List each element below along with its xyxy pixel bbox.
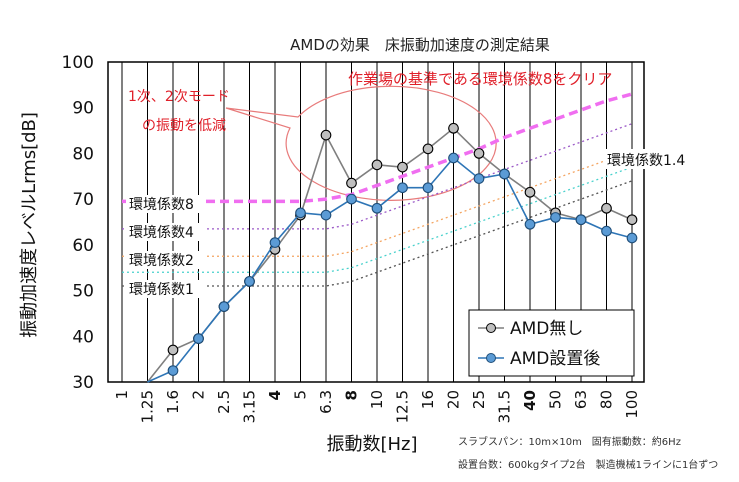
x-tick-label-100: 100 (623, 390, 641, 419)
series-1-point-80 (601, 225, 612, 237)
x-tick-label-2: 2 (190, 390, 208, 400)
series-1-point-10 (371, 202, 383, 214)
series-0-point-1.6 (167, 344, 179, 356)
y-tick-label-50: 50 (72, 282, 94, 302)
x-tick-label-63: 63 (572, 390, 590, 409)
red-annotation-line2: の振動を低減 (142, 117, 226, 134)
legend-marker-amd-off (486, 323, 496, 333)
reference-lines (122, 92, 633, 287)
x-tick-label-16: 16 (419, 390, 437, 409)
x-tick-label-3.15: 3.15 (241, 390, 259, 423)
legend-box (468, 309, 635, 377)
x-tick-label-1.6: 1.6 (164, 390, 182, 414)
y-tick-label-80: 80 (72, 144, 94, 164)
y-ticks: 30 40 50 60 70 80 90 100 (62, 53, 94, 393)
pink-annotation: 作業場の基準である環境係数8をクリア (348, 70, 612, 88)
y-axis-label: 振動加速度レベルLrms[dB] (19, 112, 40, 338)
data-series (146, 122, 638, 383)
reference-line-1 (122, 123, 633, 230)
y-tick-label-100: 100 (62, 53, 94, 73)
y-tick-label-40: 40 (72, 327, 94, 347)
series-0-point-100 (626, 214, 638, 226)
info-note-span: スラブスパン：10m×10m 固有振動数：約6Hz (458, 435, 681, 448)
env4-label-bg (126, 223, 206, 241)
legend: AMD無し AMD設置後 (468, 309, 635, 377)
series-1-point-20 (448, 152, 459, 164)
y-tick-label-30: 30 (72, 373, 94, 393)
series-0-point-40 (524, 186, 536, 198)
x-tick-label-31.5: 31.5 (496, 390, 514, 423)
y-tick-label-70: 70 (72, 190, 94, 210)
reference-line-2 (122, 150, 633, 257)
series-0-point-16 (422, 143, 434, 155)
env-label-1: 環境係数1 (129, 282, 194, 298)
legend-label-amd-on: AMD設置後 (510, 349, 600, 369)
env-label-8: 環境係数8 (129, 197, 194, 213)
x-tick-label-80: 80 (598, 390, 616, 409)
series-1-point-5 (295, 207, 306, 219)
x-ticks: 1 1.25 1.6 2 2.5 3.15 4 5 6.3 8 10 12.5 16 20 25 31.5 40… (113, 390, 641, 423)
env14-label-bg (604, 149, 702, 169)
env8-label-bg (126, 195, 206, 213)
series-1-point-8 (346, 193, 357, 205)
x-tick-label-4: 4 (266, 390, 284, 400)
series-1-point-40 (524, 218, 536, 230)
chart-title: AMDの効果 床振動加速度の測定結果 (290, 36, 550, 54)
x-tick-label-10: 10 (368, 390, 386, 409)
x-tick-label-20: 20 (445, 390, 463, 409)
y-tick-label-60: 60 (72, 236, 94, 256)
series-0-point-8 (346, 177, 357, 189)
series-1-point-100 (626, 232, 638, 244)
series-1-point-4 (269, 237, 281, 248)
info-note-count: 設置台数：600kgタイプ2台 製造機械1ラインに1台ずつ (458, 458, 718, 471)
series-1-point-1.6 (167, 365, 179, 376)
series-0-point-12.5 (397, 161, 408, 173)
x-tick-label-25: 25 (470, 390, 488, 409)
series-1-point-2.5 (218, 301, 230, 312)
x-tick-label-5: 5 (292, 390, 310, 400)
x-tick-label-1.25: 1.25 (139, 390, 157, 423)
series-1-point-50 (550, 212, 561, 223)
series-0-point-6.3 (320, 129, 332, 141)
series-1-point-25 (473, 173, 485, 184)
x-tick-label-6.3: 6.3 (317, 390, 335, 414)
series-1-point-2 (193, 333, 204, 344)
x-tick-label-8: 8 (343, 390, 361, 400)
plot-area (107, 61, 645, 383)
series-0-point-20 (448, 122, 459, 134)
callout-ellipse (225, 85, 497, 201)
y-tick-label-90: 90 (72, 99, 94, 119)
series-1-point-63 (575, 214, 587, 226)
reference-line-0 (122, 92, 633, 204)
env1-label-bg (126, 280, 206, 298)
env-label-1-4: 環境係数1.4 (607, 153, 685, 169)
series-1-point-12.5 (397, 182, 408, 194)
env-label-4: 環境係数4 (129, 225, 194, 241)
x-tick-label-50: 50 (547, 390, 565, 409)
reference-line-3 (122, 166, 633, 273)
series-1-point-16 (422, 182, 434, 194)
x-tick-label-12.5: 12.5 (394, 390, 412, 423)
series-1-point-31.5 (499, 168, 510, 180)
env2-label-bg (126, 251, 206, 269)
series-1-point-6.3 (320, 209, 332, 221)
legend-label-amd-off: AMD無し (510, 319, 583, 339)
red-annotation-line1: 1次、2次モード (128, 89, 230, 105)
x-axis-label: 振動数[Hz] (326, 434, 417, 455)
x-tick-label-40: 40 (521, 390, 539, 411)
series-0-point-80 (601, 202, 612, 214)
x-tick-label-2.5: 2.5 (215, 390, 233, 414)
env-label-2: 環境係数2 (129, 253, 194, 269)
legend-marker-amd-on (486, 353, 496, 363)
reference-line-4 (122, 180, 633, 287)
series-1-point-3.15 (244, 276, 255, 287)
series-0-point-10 (371, 159, 383, 171)
x-tick-label-1: 1 (113, 390, 131, 400)
series-0-point-25 (473, 148, 485, 159)
